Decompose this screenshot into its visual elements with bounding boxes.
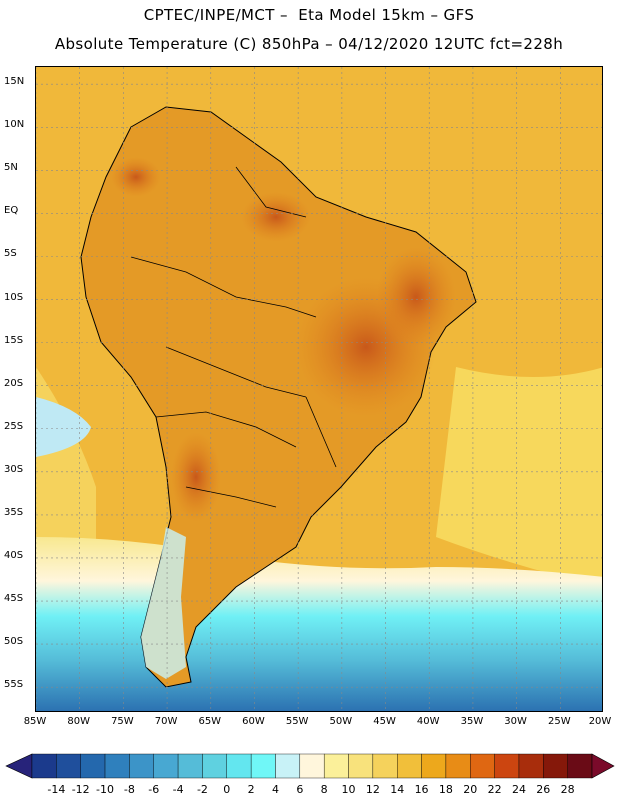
colorbar-swatch <box>104 753 130 779</box>
longitude-label: 55W <box>285 716 309 727</box>
colorbar-swatch <box>250 753 276 779</box>
colorbar-tick-label: 20 <box>463 783 478 796</box>
colorbar-swatch <box>56 753 81 779</box>
hot-core-northeast <box>376 247 456 347</box>
latitude-label: 50S <box>4 636 24 648</box>
colorbar-tick-label: 14 <box>390 783 405 796</box>
temperature-field <box>36 67 602 711</box>
colorbar <box>5 753 615 779</box>
longitude-label: 25W <box>547 716 571 727</box>
colorbar-swatch <box>129 753 154 779</box>
latitude-label: 5S <box>4 248 17 260</box>
colorbar-swatch <box>202 753 227 779</box>
colorbar-tick-label: 2 <box>247 783 255 796</box>
latitude-label: 35S <box>4 506 24 518</box>
longitude-label: 40W <box>416 716 440 727</box>
colorbar-swatch <box>299 753 325 779</box>
colorbar-swatch <box>323 753 349 779</box>
latitude-label: 5N <box>4 162 18 174</box>
colorbar-swatch <box>153 753 179 779</box>
longitude-label: 30W <box>504 716 527 727</box>
colorbar-swatch <box>397 753 422 779</box>
longitude-label: 75W <box>111 716 134 727</box>
longitude-label: 20W <box>588 716 612 727</box>
latitude-label: 45S <box>4 593 24 605</box>
colorbar-tick-label: 16 <box>414 783 429 796</box>
longitude-label: 80W <box>67 716 90 727</box>
longitude-label: 50W <box>329 716 353 727</box>
colorbar-tick-label: -2 <box>196 783 208 796</box>
latitude-label: 55S <box>4 679 24 691</box>
colorbar-tick-label: -4 <box>172 783 184 796</box>
colorbar-tick-label: 6 <box>296 783 304 796</box>
colorbar-over-arrow <box>591 753 615 779</box>
colorbar-tick-label: -8 <box>123 783 135 796</box>
hot-core-amazon <box>241 192 311 242</box>
longitude-label: 65W <box>198 716 222 727</box>
colorbar-tick-label: 18 <box>438 783 453 796</box>
atlantic-cool-area <box>436 367 602 587</box>
colorbar-swatch <box>275 753 301 779</box>
latitude-label: 20S <box>4 377 24 389</box>
map-title-line1: CPTEC/INPE/MCT – Eta Model 15km – GFS <box>143 6 475 24</box>
hot-core-andes <box>171 432 221 522</box>
colorbar-tick-label: -6 <box>148 783 160 796</box>
latitude-label: 15S <box>4 334 24 346</box>
colorbar-tick-label: 8 <box>320 783 328 796</box>
hot-core-colombia <box>111 157 161 197</box>
map-title-line2: Absolute Temperature (C) 850hPa – 04/12/… <box>54 35 564 53</box>
colorbar-swatch <box>226 753 252 779</box>
latitude-label: EQ <box>4 205 19 217</box>
colorbar-swatch <box>177 753 203 779</box>
colorbar-tick-label: 12 <box>365 783 380 796</box>
colorbar-swatch <box>518 753 544 779</box>
longitude-label: 45W <box>373 716 396 727</box>
longitude-label: 60W <box>242 716 265 727</box>
temperature-map <box>35 66 603 712</box>
longitude-label: 85W <box>23 716 47 727</box>
latitude-label: 10S <box>4 291 24 303</box>
longitude-label: 70W <box>154 716 178 727</box>
latitude-label: 15N <box>4 76 25 88</box>
colorbar-tick-label: 0 <box>223 783 231 796</box>
colorbar-swatch <box>470 753 495 779</box>
pacific-cold-patch <box>36 397 91 457</box>
colorbar-swatch <box>421 753 447 779</box>
colorbar-swatch <box>80 753 106 779</box>
colorbar-swatch <box>445 753 471 779</box>
latitude-label: 25S <box>4 420 24 432</box>
patagonia-cold <box>141 527 186 679</box>
colorbar-tick-label: -10 <box>96 783 115 796</box>
longitude-label: 35W <box>460 716 484 727</box>
colorbar-tick-label: 22 <box>487 783 502 796</box>
latitude-label: 10N <box>4 119 25 131</box>
colorbar-tick-label: 24 <box>511 783 526 796</box>
colorbar-tick-label: 4 <box>271 783 279 796</box>
latitude-label: 30S <box>4 463 24 475</box>
colorbar-tick-label: 28 <box>560 783 575 796</box>
colorbar-swatch <box>494 753 520 779</box>
colorbar-swatch <box>348 753 374 779</box>
colorbar-tick-label: 26 <box>536 783 551 796</box>
colorbar-under-arrow <box>5 753 33 779</box>
colorbar-swatch <box>567 753 593 779</box>
colorbar-tick-label: 10 <box>341 783 356 796</box>
country-borders <box>130 166 337 508</box>
colorbar-swatch <box>31 753 57 779</box>
colorbar-tick-label: -12 <box>71 783 90 796</box>
colorbar-tick-label: -14 <box>47 783 66 796</box>
latitude-label: 40S <box>4 549 24 561</box>
colorbar-swatch <box>543 753 568 779</box>
colorbar-swatch <box>372 753 398 779</box>
